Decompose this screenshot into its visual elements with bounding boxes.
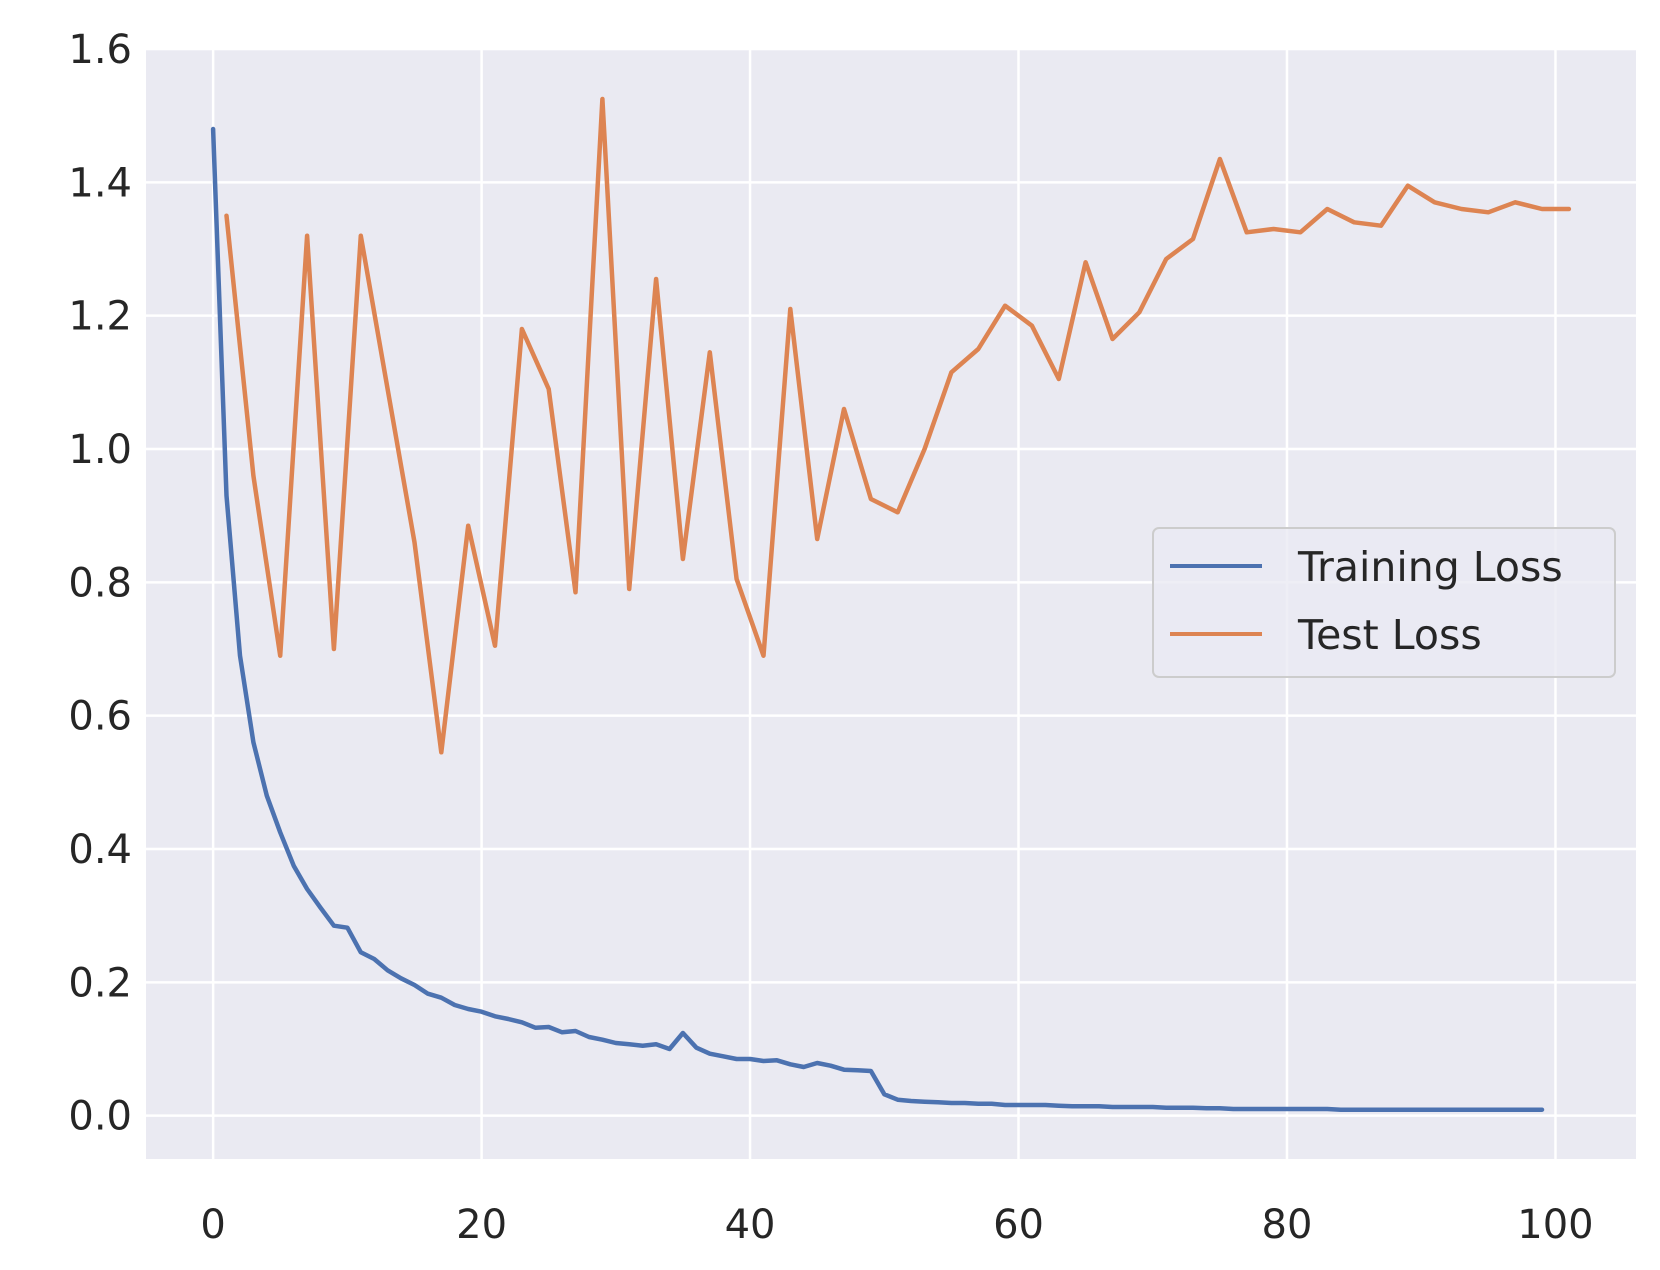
x-tick-label: 20 xyxy=(456,1202,507,1248)
y-tick-labels: 0.0 0.2 0.4 0.6 0.8 1.0 1.2 1.4 1.6 xyxy=(68,27,132,1140)
x-tick-label: 40 xyxy=(725,1202,776,1248)
legend: Training Loss Test Loss xyxy=(1152,527,1616,678)
series-line-test-loss xyxy=(224,96,1572,755)
x-tick-labels: 0 20 40 60 80 100 xyxy=(200,1202,1593,1248)
y-tick-label: 0.6 xyxy=(68,694,132,740)
x-tick-label: 100 xyxy=(1517,1202,1593,1248)
y-tick-label: 1.4 xyxy=(68,160,132,206)
x-tick-label: 80 xyxy=(1262,1202,1313,1248)
y-tick-label: 0.8 xyxy=(68,560,132,606)
y-tick-label: 1.2 xyxy=(68,294,132,340)
legend-label-test-loss: Test Loss xyxy=(1297,611,1482,659)
series-layer xyxy=(210,96,1572,1112)
legend-box xyxy=(1152,527,1616,678)
x-tick-label: 0 xyxy=(200,1202,225,1248)
legend-label-training-loss: Training Loss xyxy=(1297,543,1563,591)
x-tick-label: 60 xyxy=(993,1202,1044,1248)
y-tick-label: 0.0 xyxy=(68,1094,132,1140)
y-tick-label: 1.0 xyxy=(68,427,132,473)
series-line-training-loss xyxy=(210,126,1545,1112)
y-tick-label: 0.4 xyxy=(68,827,132,873)
y-tick-label: 1.6 xyxy=(68,27,132,73)
y-tick-label: 0.2 xyxy=(68,960,132,1006)
